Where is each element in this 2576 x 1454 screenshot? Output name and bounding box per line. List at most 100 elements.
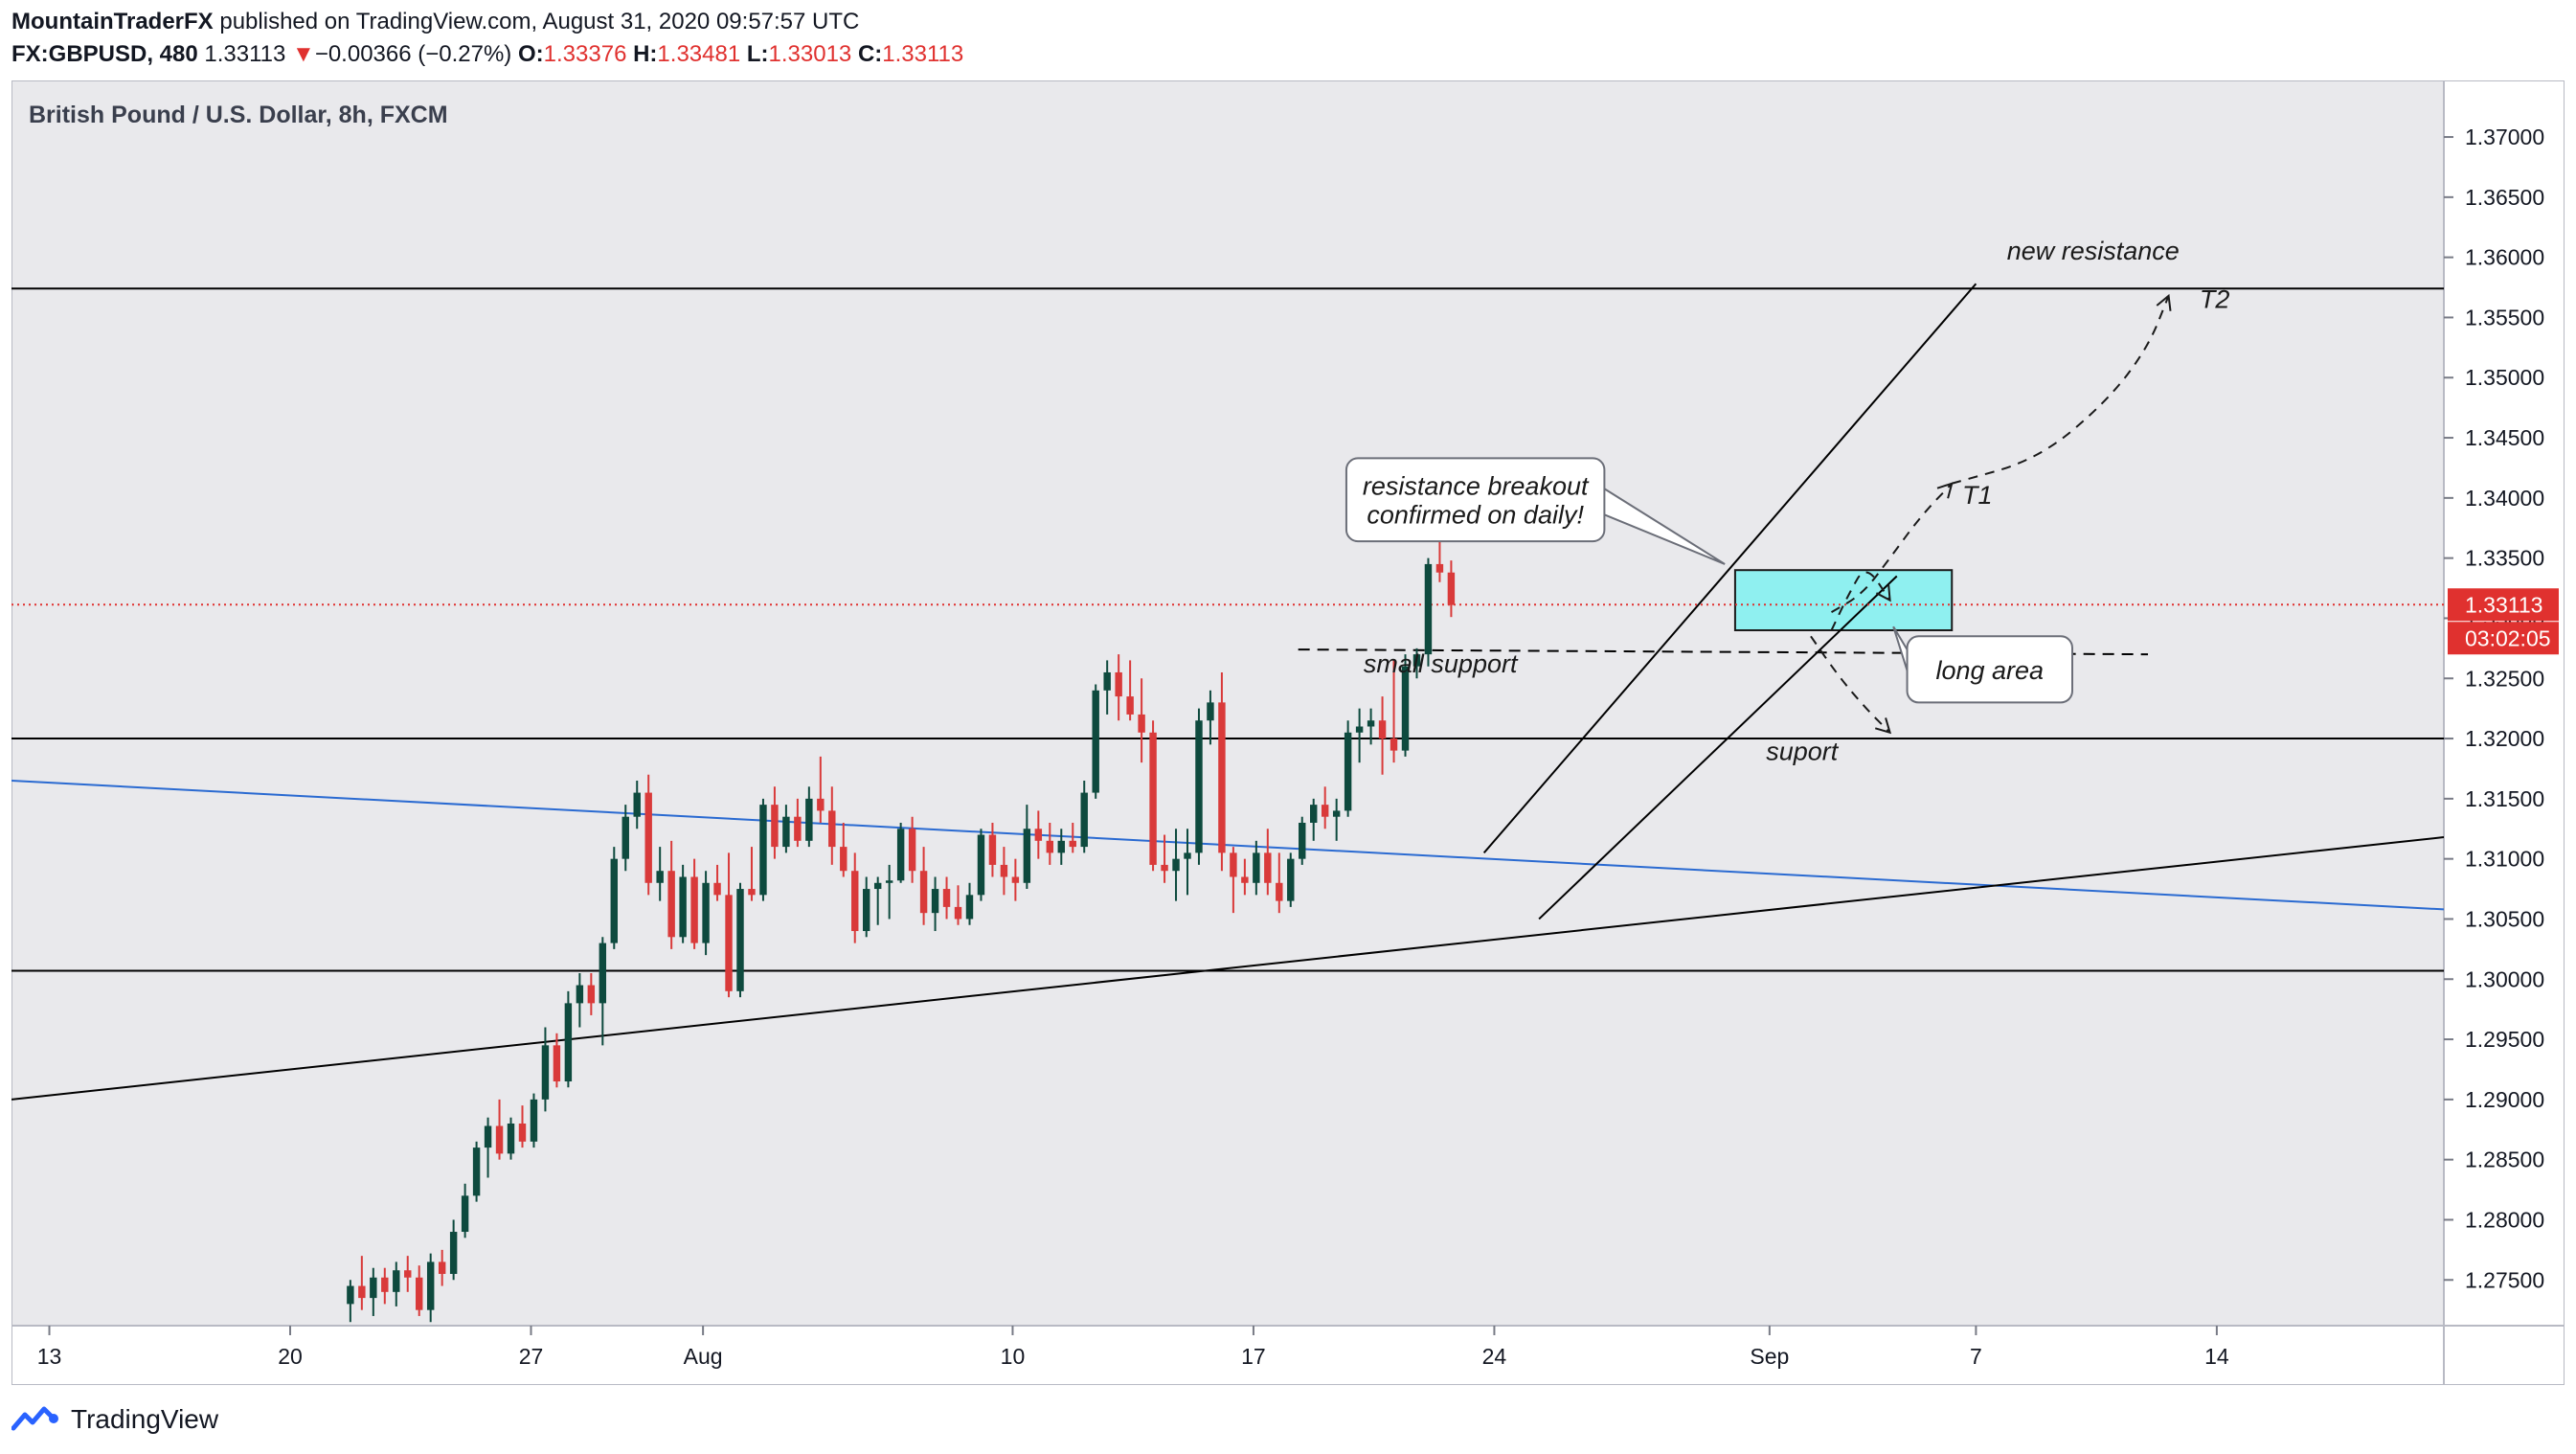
candle[interactable] [873,876,882,925]
candle[interactable] [988,822,997,877]
candle[interactable] [1195,708,1203,865]
candle[interactable] [1057,829,1065,865]
candle[interactable] [1080,781,1088,853]
candle[interactable] [599,937,607,1046]
candle[interactable] [1447,560,1456,618]
price-axis[interactable]: 1.27500 1.28000 1.28500 1.29000 1.29500 1.300… [2444,125,2544,1292]
pullback-to-support[interactable] [1810,635,1891,734]
candle[interactable] [759,798,767,901]
candle[interactable] [404,1256,412,1292]
candle[interactable] [1149,720,1157,872]
candle[interactable] [1126,660,1134,721]
candle[interactable] [541,1027,550,1112]
projection-to-T1[interactable] [1831,483,1953,614]
candle[interactable] [1412,647,1421,679]
candle[interactable] [484,1117,492,1178]
candle[interactable] [1034,810,1043,859]
candle[interactable] [931,876,939,932]
candle[interactable] [644,774,652,896]
rising-trendline-line[interactable] [11,836,2444,1101]
candle[interactable] [1011,858,1020,901]
candle[interactable] [1390,660,1398,763]
tradingview-logo-icon[interactable] [11,1405,61,1434]
candle[interactable] [919,847,928,925]
candle[interactable] [1046,822,1054,865]
small-support-line[interactable] [1298,648,2149,656]
candle[interactable] [553,1033,561,1088]
candle[interactable] [679,864,687,943]
candle[interactable] [1367,708,1375,745]
candle[interactable] [347,1280,354,1323]
candle[interactable] [702,871,710,956]
candle[interactable] [1103,660,1111,715]
long-area-box[interactable] [1733,569,1954,632]
candle[interactable] [965,882,974,925]
candle[interactable] [1000,847,1008,896]
candle[interactable] [725,852,733,998]
candle[interactable] [828,786,836,865]
candles[interactable] [347,539,1456,1323]
tradingview-brand[interactable]: TradingView [71,1404,219,1434]
candle[interactable] [1172,829,1180,901]
candle[interactable] [370,1267,377,1316]
candle[interactable] [1218,671,1226,872]
candle[interactable] [1276,852,1283,914]
candle[interactable] [610,847,618,949]
candle[interactable] [713,864,721,901]
candle[interactable] [1023,805,1031,890]
candle[interactable] [656,847,664,901]
candle[interactable] [1332,798,1341,841]
candle[interactable] [1435,539,1444,582]
channel-lower-line[interactable] [1538,575,1898,920]
candle[interactable] [1401,654,1410,757]
symbol-label[interactable]: FX:GBPUSD, 480 [11,41,198,67]
candle[interactable] [449,1219,458,1281]
candle[interactable] [1184,829,1191,896]
candle[interactable] [851,852,859,943]
candle[interactable] [1287,852,1295,907]
candle[interactable] [621,805,629,872]
candle[interactable] [576,972,584,1028]
candle[interactable] [633,781,641,829]
candle[interactable] [358,1256,366,1310]
candle[interactable] [1355,708,1364,763]
chart-container[interactable]: 1.27500 1.28000 1.28500 1.29000 1.29500 1.300… [11,80,2565,1385]
candle[interactable] [1344,720,1352,817]
candle[interactable] [1207,690,1214,745]
candle[interactable] [1161,834,1168,883]
candle[interactable] [896,822,905,883]
candle[interactable] [817,756,825,823]
blue-trendline-line[interactable] [11,780,2444,911]
time-axis[interactable]: 13 20 27 Aug 10 17 24 Sep 7 14 [37,1326,2229,1369]
candle[interactable] [794,798,802,848]
candle[interactable] [381,1267,389,1305]
candle[interactable] [908,816,916,883]
candle[interactable] [1264,829,1272,896]
candle[interactable] [587,972,596,1015]
channel-upper-line[interactable] [1482,283,1977,854]
candle[interactable] [771,786,779,859]
candle[interactable] [518,1105,527,1148]
candle[interactable] [805,786,813,848]
candle[interactable] [840,822,847,877]
candle[interactable] [1115,654,1122,721]
candle[interactable] [667,840,675,949]
candle[interactable] [1069,822,1076,853]
candle[interactable] [885,864,893,920]
candle[interactable] [495,1099,504,1160]
candle[interactable] [736,882,744,998]
candle[interactable] [416,1265,423,1316]
candle[interactable] [438,1249,446,1286]
candle[interactable] [1138,678,1145,763]
candle[interactable] [1253,840,1260,896]
candle[interactable] [461,1183,469,1238]
candle[interactable] [1310,798,1318,841]
candle[interactable] [748,847,756,901]
candle[interactable] [690,858,698,949]
candle[interactable] [954,885,962,925]
candle[interactable] [530,1093,538,1148]
candle[interactable] [1321,786,1329,829]
candle[interactable] [1378,696,1387,775]
callout-long-area[interactable]: long area [1892,625,2073,704]
